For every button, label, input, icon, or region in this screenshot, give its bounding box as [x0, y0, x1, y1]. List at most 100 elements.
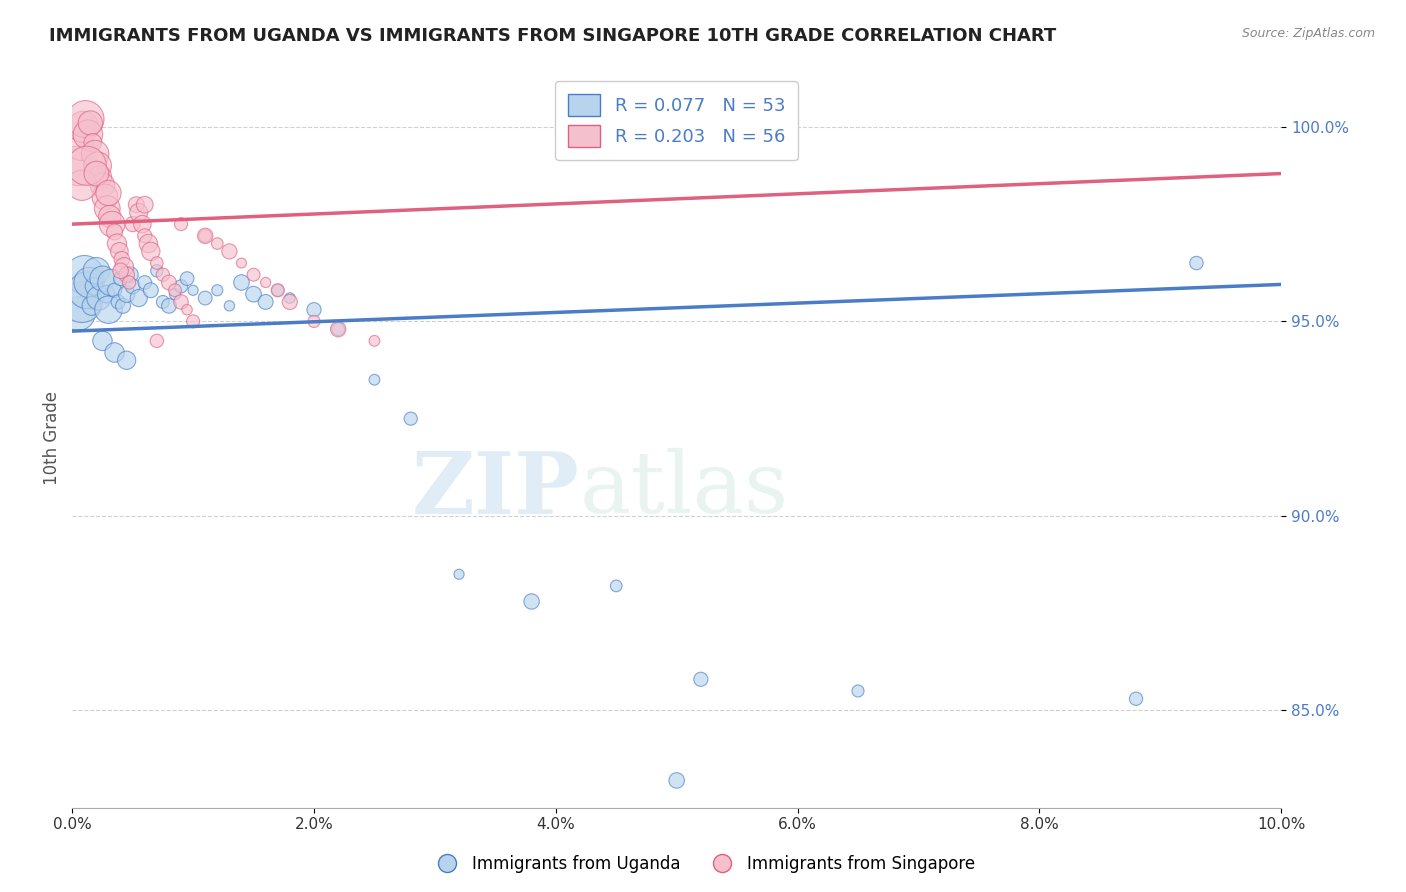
- Point: [605, 579, 627, 593]
- Point: [665, 773, 688, 788]
- Point: [520, 594, 543, 608]
- Legend: Immigrants from Uganda, Immigrants from Singapore: Immigrants from Uganda, Immigrants from …: [423, 848, 983, 880]
- Text: Source: ZipAtlas.com: Source: ZipAtlas.com: [1241, 27, 1375, 40]
- Point: [120, 268, 142, 282]
- Point: [134, 276, 156, 290]
- Point: [91, 334, 114, 348]
- Point: [170, 294, 193, 309]
- Point: [207, 236, 229, 251]
- Point: [67, 159, 90, 173]
- Point: [73, 268, 96, 282]
- Point: [449, 567, 471, 582]
- Point: [278, 291, 301, 305]
- Point: [218, 299, 240, 313]
- Point: [254, 276, 277, 290]
- Point: [72, 120, 94, 134]
- Point: [98, 210, 121, 224]
- Point: [76, 159, 98, 173]
- Text: ZIP: ZIP: [412, 448, 579, 532]
- Point: [128, 291, 150, 305]
- Point: [101, 217, 124, 231]
- Point: [267, 283, 290, 297]
- Point: [242, 287, 264, 301]
- Point: [157, 276, 180, 290]
- Point: [131, 217, 153, 231]
- Point: [77, 276, 100, 290]
- Legend: R = 0.077   N = 53, R = 0.203   N = 56: R = 0.077 N = 53, R = 0.203 N = 56: [555, 81, 799, 160]
- Point: [128, 205, 150, 219]
- Point: [108, 244, 131, 259]
- Point: [115, 287, 138, 301]
- Point: [94, 190, 117, 204]
- Point: [181, 283, 204, 297]
- Point: [70, 178, 93, 193]
- Point: [103, 283, 125, 297]
- Point: [86, 159, 108, 173]
- Text: atlas: atlas: [579, 449, 789, 532]
- Point: [82, 136, 104, 150]
- Point: [218, 244, 240, 259]
- Point: [121, 279, 143, 293]
- Point: [67, 307, 90, 321]
- Point: [146, 334, 169, 348]
- Point: [302, 302, 325, 317]
- Point: [254, 294, 277, 309]
- Point: [181, 314, 204, 328]
- Point: [79, 116, 101, 130]
- Point: [83, 279, 105, 293]
- Point: [194, 228, 217, 243]
- Point: [1185, 256, 1208, 270]
- Point: [91, 178, 114, 193]
- Point: [163, 287, 186, 301]
- Point: [107, 294, 129, 309]
- Point: [134, 228, 156, 243]
- Point: [110, 264, 132, 278]
- Point: [80, 299, 103, 313]
- Point: [100, 276, 122, 290]
- Point: [111, 252, 134, 267]
- Point: [194, 228, 217, 243]
- Point: [163, 283, 186, 297]
- Text: IMMIGRANTS FROM UGANDA VS IMMIGRANTS FROM SINGAPORE 10TH GRADE CORRELATION CHART: IMMIGRANTS FROM UGANDA VS IMMIGRANTS FRO…: [49, 27, 1056, 45]
- Point: [176, 271, 198, 285]
- Point: [328, 322, 350, 336]
- Point: [115, 268, 138, 282]
- Point: [84, 147, 107, 161]
- Point: [111, 299, 134, 313]
- Point: [75, 112, 97, 127]
- Point: [267, 283, 290, 297]
- Point: [76, 283, 98, 297]
- Point: [176, 302, 198, 317]
- Point: [302, 314, 325, 328]
- Point: [278, 294, 301, 309]
- Point: [146, 256, 169, 270]
- Point: [77, 128, 100, 142]
- Point: [146, 264, 169, 278]
- Point: [138, 236, 160, 251]
- Point: [70, 294, 93, 309]
- Point: [134, 197, 156, 211]
- Point: [105, 236, 128, 251]
- Point: [139, 283, 162, 297]
- Point: [1125, 691, 1147, 706]
- Point: [97, 302, 120, 317]
- Point: [87, 291, 110, 305]
- Point: [86, 167, 108, 181]
- Point: [139, 244, 162, 259]
- Point: [157, 299, 180, 313]
- Y-axis label: 10th Grade: 10th Grade: [44, 391, 60, 485]
- Point: [103, 225, 125, 239]
- Point: [363, 334, 385, 348]
- Point: [110, 271, 132, 285]
- Point: [846, 684, 869, 698]
- Point: [689, 673, 711, 687]
- Point: [69, 139, 91, 153]
- Point: [94, 287, 117, 301]
- Point: [231, 276, 253, 290]
- Point: [328, 322, 350, 336]
- Point: [207, 283, 229, 297]
- Point: [170, 217, 193, 231]
- Point: [112, 260, 135, 274]
- Point: [86, 264, 108, 278]
- Point: [125, 197, 148, 211]
